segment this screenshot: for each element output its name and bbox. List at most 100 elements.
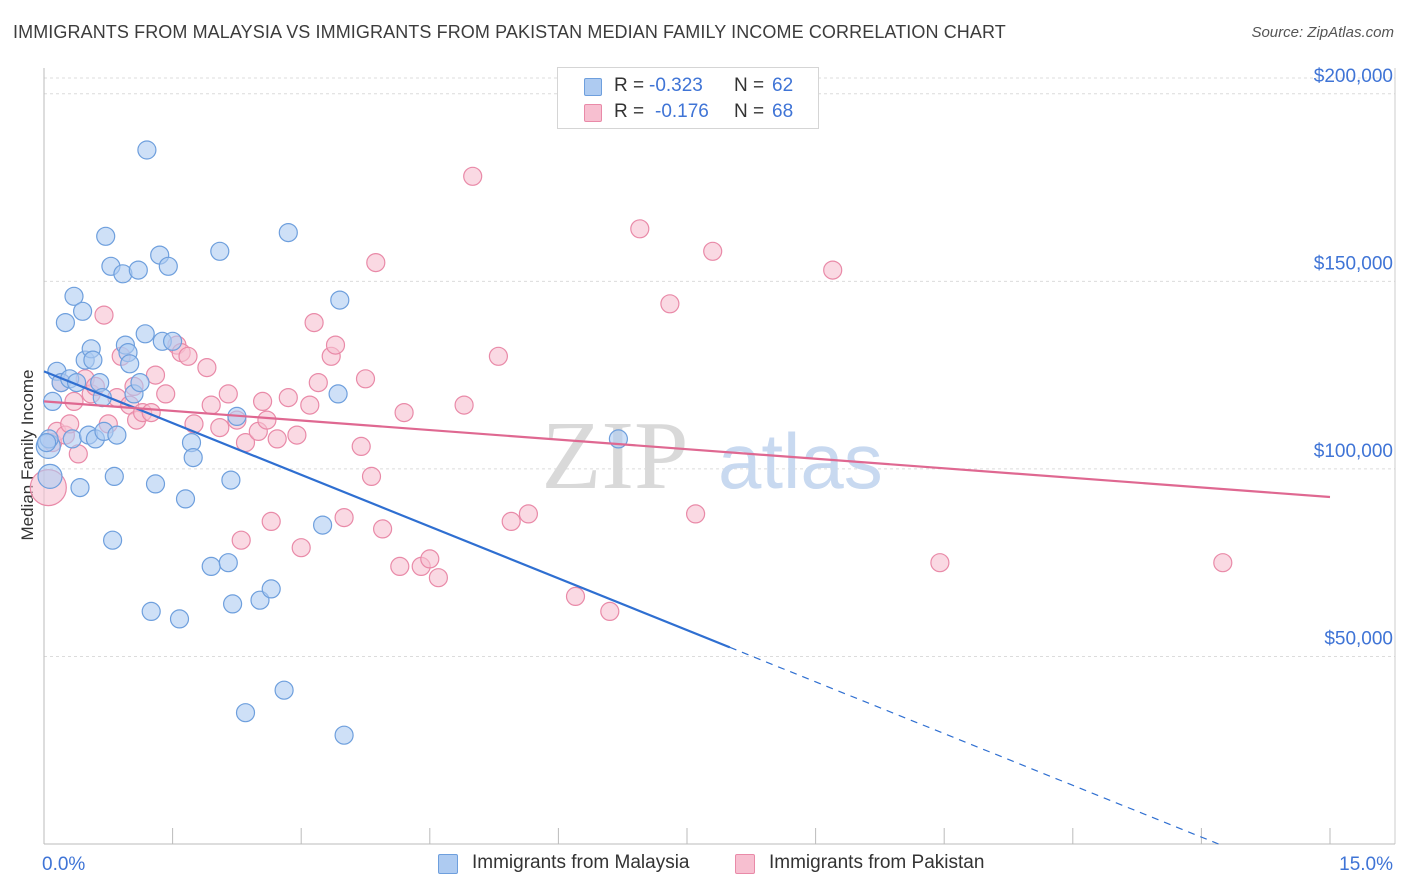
pakistan-point [304,313,324,333]
malaysia-point [210,241,230,261]
n-label: N = [734,75,765,96]
malaysia-point [72,301,93,321]
pakistan-point [267,429,287,449]
malaysia-point [221,470,241,490]
pakistan-point [428,568,448,588]
malaysia-point [37,463,63,489]
stats-box: R = -0.323 N = 62 R = -0.176 N = 68 [557,67,819,129]
malaysia-trend-line-dashed [729,646,1219,845]
malaysia-point [64,286,84,306]
malaysia-point [96,226,116,246]
pakistan-trend-line [43,400,1331,499]
pakistan-point [253,391,273,411]
pakistan-point [394,403,414,423]
x-tick-label: 0.0% [42,854,85,875]
malaysia-point [218,553,238,573]
pakistan-point [1213,553,1233,573]
malaysia-point [328,384,348,404]
malaysia-point [104,466,124,486]
malaysia-point [62,429,82,449]
pakistan-point [334,507,354,528]
y-tick-label: $100,000 [1314,441,1393,462]
pakistan-point [210,418,230,438]
pakistan-point [156,384,176,404]
malaysia-point [130,373,150,393]
malaysia-point [102,530,123,550]
pakistan-point [184,414,204,434]
pakistan-point [660,294,680,314]
legend-label: Immigrants from Malaysia [472,852,690,873]
n-value: 68 [772,101,794,122]
r-value: -0.323 [649,75,703,96]
watermark: ZIP atlas [542,402,883,510]
pakistan-point [600,601,620,622]
pakistan-point [361,466,382,486]
malaysia-point [163,331,183,351]
pakistan-point [261,511,281,532]
pakistan-point [291,538,311,558]
watermark-zip: ZIP [542,402,689,510]
pakistan-point [64,391,84,411]
pakistan-point [630,219,650,239]
pakistan-point [300,395,320,415]
malaysia-point [175,489,196,509]
pakistan-point [390,556,410,577]
pakistan-point [325,335,346,355]
malaysia-points [35,140,629,745]
malaysia-point [128,260,148,280]
pakistan-point [703,241,723,261]
malaysia-point [334,725,354,745]
chart-title: IMMIGRANTS FROM MALAYSIA VS IMMIGRANTS F… [13,22,1006,42]
malaysia-point [183,448,203,468]
pakistan-point [366,253,386,273]
pakistan-point [565,586,586,607]
pakistan-point [351,436,371,456]
malaysia-point [137,140,157,160]
pakistan-point [308,373,328,393]
pakistan-point [94,305,114,325]
malaysia-point [135,324,155,344]
pakistan-point [355,369,376,389]
malaysia-swatch [584,78,602,96]
legend-label: Immigrants from Pakistan [769,852,985,873]
pakistan-point [178,346,198,366]
n-label: N = [734,101,765,122]
pakistan-point [420,549,440,569]
pakistan-point [501,511,521,532]
malaysia-point [201,556,221,577]
r-label: R = [614,75,645,96]
pakistan-point [454,395,474,415]
malaysia-point [120,354,140,374]
n-value: 62 [772,75,794,96]
pakistan-point [930,553,950,573]
pakistan-point [823,260,843,280]
pakistan-point [201,395,221,415]
trend-lines [43,370,1331,845]
malaysia-point [36,433,57,453]
pakistan-point [145,365,166,385]
y-tick-label: $150,000 [1314,253,1393,274]
malaysia-point [158,256,178,276]
y-tick-label: $50,000 [1324,628,1393,649]
malaysia-point [223,594,243,614]
pakistan-points [29,166,1233,622]
pakistan-point [218,384,238,404]
pakistan-point [463,166,483,186]
pakistan-point [197,358,217,378]
r-label: R = [614,101,645,122]
y-tick-label: $200,000 [1314,66,1393,87]
pakistan-point [257,410,277,430]
malaysia-point [70,478,90,498]
pakistan-point [231,530,251,550]
pakistan-point [278,388,298,408]
pakistan-point [518,504,539,524]
pakistan-point [488,346,508,366]
malaysia-point [55,313,76,333]
malaysia-trend-line [43,370,731,649]
malaysia-point [330,290,350,310]
malaysia-point [235,703,256,723]
malaysia-point [313,515,333,535]
pakistan-point [685,504,706,524]
malaysia-point [169,609,190,629]
